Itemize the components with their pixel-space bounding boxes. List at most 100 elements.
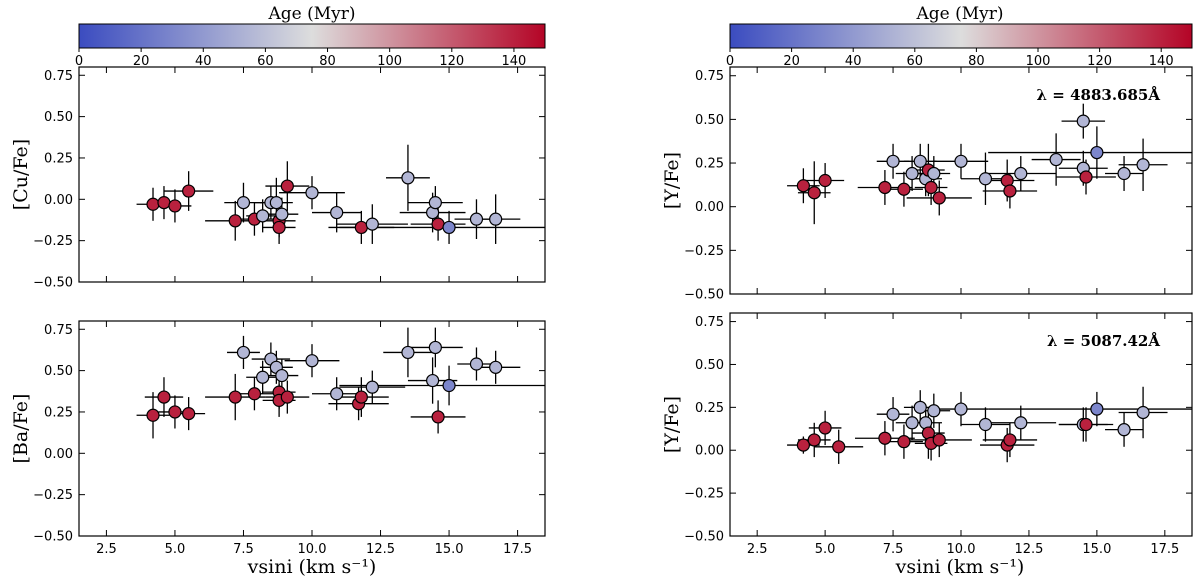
- colorbar-tick-label: 80: [968, 54, 985, 69]
- y-tick-label: −0.25: [684, 487, 724, 502]
- y-tick-label: −0.25: [33, 234, 73, 249]
- y-tick-label: −0.25: [33, 488, 73, 503]
- x-tick-label: 5.0: [815, 542, 836, 557]
- y-tick-label: 0.75: [44, 69, 73, 84]
- data-point: [878, 180, 892, 195]
- colorbar-tick-label: 20: [133, 54, 150, 69]
- data-point: [927, 404, 941, 418]
- data-point: [1117, 166, 1131, 181]
- colorbar-tick-label: 0: [726, 54, 734, 69]
- data-point: [1003, 184, 1017, 198]
- x-tick-label: 12.5: [366, 542, 395, 557]
- y-tick-label: −0.50: [684, 288, 724, 303]
- data-point: [886, 407, 900, 421]
- colorbar-title: Age (Myr): [915, 4, 1003, 24]
- data-point: [354, 390, 368, 404]
- data-point: [280, 179, 294, 193]
- data-point: [146, 408, 160, 422]
- y-tick-label: 0.25: [695, 157, 724, 172]
- x-tick-label: 5.0: [165, 542, 186, 557]
- data-point: [256, 209, 270, 223]
- x-tick-label: 12.5: [1014, 542, 1043, 557]
- data-point: [442, 378, 456, 393]
- colorbar-title: Age (Myr): [267, 4, 355, 24]
- data-point: [1076, 114, 1090, 128]
- data-point: [1079, 170, 1093, 184]
- data-point: [401, 345, 415, 360]
- data-point: [978, 172, 993, 186]
- data-point: [1090, 145, 1104, 160]
- data-point: [469, 212, 484, 226]
- y-axis-label: [Ba/Fe]: [10, 394, 32, 464]
- data-point: [146, 197, 160, 211]
- data-point: [168, 199, 182, 213]
- wavelength-annotation: λ = 5087.42Å: [1047, 332, 1160, 350]
- data-point: [182, 184, 196, 198]
- y-tick-label: −0.50: [33, 276, 73, 291]
- y-tick-label: 0.50: [695, 358, 724, 373]
- data-point: [1117, 423, 1131, 437]
- y-tick-label: 0.25: [44, 405, 73, 420]
- data-point: [897, 182, 911, 196]
- data-point: [305, 186, 319, 200]
- data-point: [280, 390, 294, 404]
- data-point: [426, 373, 440, 388]
- data-point: [978, 417, 993, 432]
- panel-y-fe-4883: 0.75 0.50 0.25 0.00 −0.25 −0.50 [Y/Fe] λ = 4883…: [661, 66, 1193, 303]
- data-point: [275, 368, 289, 383]
- data-point: [442, 220, 456, 235]
- x-tick-label: 15.0: [435, 542, 464, 557]
- data-point: [818, 421, 832, 435]
- data-point: [305, 354, 319, 368]
- colorbar-tick-label: 80: [319, 54, 336, 69]
- data-point: [431, 217, 445, 231]
- y-axis-label: [Y/Fe]: [661, 152, 683, 209]
- y-axis-label: [Y/Fe]: [661, 396, 683, 453]
- data-point: [489, 360, 503, 374]
- data-point: [1014, 166, 1028, 181]
- colorbar-gradient: [78, 23, 546, 49]
- data-point: [1136, 405, 1150, 420]
- data-point: [354, 220, 368, 235]
- data-point: [927, 166, 941, 181]
- plot-frame: [729, 312, 1193, 537]
- data-point: [330, 387, 344, 401]
- data-point: [932, 191, 946, 205]
- series-y2: [787, 386, 1192, 464]
- data-point: [365, 380, 379, 394]
- data-point: [796, 438, 810, 452]
- data-point: [330, 205, 344, 220]
- x-tick-label: 7.5: [233, 542, 254, 557]
- wavelength-annotation: λ = 4883.685Å: [1037, 86, 1161, 104]
- data-point: [924, 180, 938, 195]
- series-ba: [136, 327, 545, 439]
- data-point: [157, 196, 171, 210]
- data-point: [1049, 152, 1063, 167]
- data-point: [1136, 158, 1150, 172]
- data-point: [401, 171, 415, 185]
- data-point: [886, 154, 900, 168]
- panel-cu-fe: 0.75 0.50 0.25 0.00 −0.25 −0.50 [Cu/Fe]: [10, 66, 546, 291]
- y-tick-label: 0.00: [44, 193, 73, 208]
- y-tick-label: −0.25: [684, 244, 724, 259]
- data-point: [236, 345, 251, 360]
- plot-frame: [729, 66, 1193, 295]
- data-point: [807, 433, 821, 447]
- y-tick-label: 0.00: [695, 444, 724, 459]
- data-point: [818, 173, 832, 188]
- colorbar-tick-label: 20: [783, 54, 800, 69]
- data-point: [954, 402, 968, 416]
- colorbar-right: Age (Myr) 0 20 40 60 80 100 120 140: [726, 4, 1193, 69]
- x-axis-label-left: vsini (km s⁻¹): [247, 556, 377, 578]
- panel-y-fe-5087: 0.75 0.50 0.25 0.00 −0.25 −0.50 2.5 5.0 7.5 10.0 1…: [661, 312, 1193, 557]
- colorbar-gradient: [729, 23, 1193, 49]
- data-point: [228, 214, 242, 228]
- data-point: [428, 340, 442, 355]
- y-tick-label: 0.50: [695, 113, 724, 128]
- colorbar-tick-label: 140: [1149, 54, 1174, 69]
- data-point: [182, 407, 196, 421]
- data-point: [469, 357, 484, 371]
- data-point: [796, 179, 810, 193]
- data-point: [832, 440, 846, 454]
